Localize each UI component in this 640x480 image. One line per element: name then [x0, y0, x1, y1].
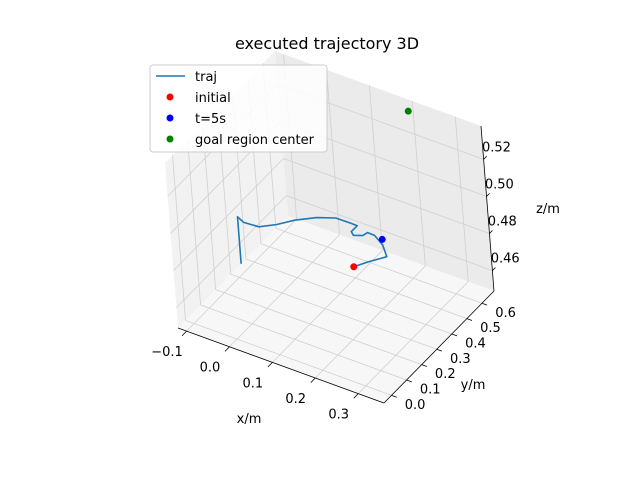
y-tick-label: 0.0 — [405, 398, 426, 413]
y-tick-label: 0.4 — [465, 337, 486, 352]
x-tick — [353, 393, 359, 399]
y-tick — [406, 379, 412, 383]
grid-line-z-back — [286, 195, 493, 271]
z-tick-label: 0.50 — [485, 177, 514, 192]
grid-line-x-floor — [272, 250, 383, 363]
grid-line-x-back — [326, 69, 340, 235]
z-axis-label: z/m — [536, 202, 560, 217]
y-tick — [451, 333, 458, 337]
y-tick — [481, 302, 488, 306]
grid-line-x-back — [454, 116, 469, 282]
grid-lines — [167, 54, 493, 396]
z-tick-label: 0.48 — [488, 214, 517, 229]
series-point-t-5s — [378, 235, 386, 243]
legend-label-t-5s: t=5s — [195, 112, 226, 127]
grid-line-y-floor — [215, 289, 422, 366]
x-tick-label: −0.1 — [151, 345, 183, 360]
x-axis-line — [177, 327, 385, 404]
grid-line-y-floor — [185, 319, 392, 396]
grid-line-x-floor — [186, 218, 297, 332]
grid-line-y-floor — [230, 273, 437, 350]
y-tick — [421, 364, 427, 367]
grid-line-z-left — [176, 195, 287, 308]
y-tick — [391, 394, 397, 398]
y-tick-label: 0.6 — [495, 306, 516, 321]
axis-ticks: −0.10.00.10.20.30.00.10.20.30.40.50.60.4… — [151, 140, 519, 422]
x-tick-label: 0.2 — [285, 392, 306, 407]
x-tick — [267, 362, 273, 368]
y-tick-label: 0.2 — [435, 367, 456, 382]
grid-line-y-floor — [260, 243, 468, 319]
x-tick — [224, 346, 230, 352]
x-tick-label: 0.3 — [328, 408, 349, 423]
y-tick-label: 0.5 — [480, 321, 501, 336]
grid-line-x-floor — [357, 281, 469, 394]
legend-marker-t-5s — [166, 114, 174, 122]
x-axis-label: x/m — [237, 412, 262, 427]
axis-lines — [177, 125, 495, 404]
grid-line-x-back — [369, 85, 383, 251]
y-tick — [436, 348, 443, 352]
legend-label-initial: initial — [195, 91, 231, 106]
series-point-goal-region-center — [404, 107, 412, 115]
grid-line-x-back — [411, 100, 426, 267]
y-tick — [466, 318, 473, 321]
series-point-initial — [350, 263, 358, 271]
grid-line-z-left — [173, 158, 284, 271]
z-tick-label: 0.52 — [482, 140, 511, 155]
x-tick — [181, 330, 187, 337]
grid-line-y-left — [187, 139, 202, 306]
legend-label-traj: traj — [195, 70, 217, 85]
grid-line-z-back — [283, 158, 490, 234]
legend-box — [149, 64, 328, 153]
z-tick — [486, 193, 490, 197]
y-axis-line — [383, 290, 495, 404]
y-tick-label: 0.3 — [450, 352, 471, 367]
grid-line-x-floor — [229, 234, 340, 348]
grid-line-x-floor — [315, 265, 426, 379]
z-tick — [489, 230, 493, 234]
z-tick — [492, 267, 496, 271]
x-tick-label: 0.1 — [242, 376, 263, 391]
grid-line-y-left — [172, 155, 186, 321]
plot-area — [236, 107, 412, 271]
grid-line-y-floor — [275, 227, 483, 304]
legend-label-goal-region-center: goal region center — [195, 133, 315, 148]
x-tick — [310, 377, 316, 383]
z-tick — [483, 156, 487, 160]
x-tick-label: 0.0 — [200, 361, 221, 376]
grid-line-y-floor — [245, 258, 452, 335]
z-axis-line — [480, 125, 495, 292]
legend: traj initial t=5s goal region center — [149, 64, 328, 153]
legend-marker-initial — [166, 93, 174, 101]
z-tick-label: 0.46 — [491, 252, 520, 267]
grid-line-y-floor — [200, 304, 407, 381]
chart-title: executed trajectory 3D — [235, 34, 419, 53]
y-tick-label: 0.1 — [420, 383, 441, 398]
y-axis-label: y/m — [461, 378, 486, 393]
legend-marker-goal-region-center — [166, 135, 174, 143]
